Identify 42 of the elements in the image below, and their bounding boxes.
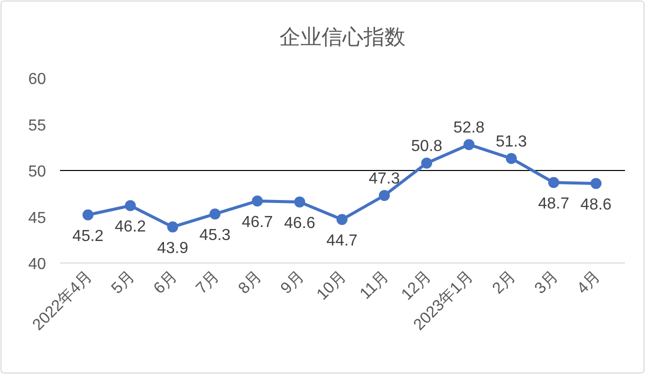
x-tick-label: 7月 [193, 268, 223, 298]
data-label: 48.6 [580, 196, 612, 214]
x-tick-label: 10月 [314, 268, 350, 304]
y-tick-label: 60 [28, 71, 46, 88]
point [421, 158, 432, 169]
x-tick-label: 8月 [236, 268, 266, 298]
x-tick-label: 11月 [357, 268, 392, 303]
data-label: 45.2 [72, 228, 104, 245]
y-tick-label: 50 [28, 164, 46, 180]
x-tick-label: 5月 [108, 268, 138, 298]
point [167, 221, 178, 232]
data-label: 52.8 [453, 120, 485, 137]
data-label: 46.6 [284, 214, 316, 232]
y-tick-label: 45 [28, 210, 46, 227]
data-label: 43.9 [157, 240, 188, 257]
point [590, 178, 602, 189]
point [378, 190, 390, 201]
x-tick-label: 9月 [278, 268, 308, 298]
x-tick-label: 2月 [490, 268, 520, 298]
x-tick-label: 3月 [532, 268, 562, 298]
data-label: 45.3 [199, 226, 231, 244]
point [210, 208, 220, 220]
y-tick-label: 55 [28, 117, 46, 134]
data-label: 47.3 [368, 170, 400, 188]
data-label: 44.7 [326, 232, 358, 250]
data-label: 48.7 [538, 196, 570, 213]
point [252, 196, 263, 207]
data-label: 50.8 [411, 138, 442, 156]
point [506, 152, 517, 164]
y-tick-label: 40 [28, 256, 46, 273]
point [548, 177, 560, 188]
point [294, 196, 306, 208]
data-label: 51.3 [496, 133, 528, 150]
data-label: 46.2 [114, 218, 146, 236]
point [82, 209, 94, 220]
x-tick-label: 4月 [574, 268, 604, 298]
point [124, 200, 136, 212]
point [464, 139, 474, 150]
point [336, 214, 348, 226]
chart-title: 企业信心指数 [280, 26, 406, 49]
data-label: 46.7 [242, 214, 274, 232]
x-tick-label: 6月 [150, 268, 180, 298]
